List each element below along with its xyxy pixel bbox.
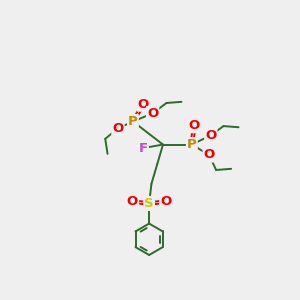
Text: O: O <box>189 119 200 132</box>
Text: O: O <box>147 107 158 120</box>
Text: P: P <box>128 115 138 128</box>
Text: S: S <box>144 197 154 210</box>
Text: O: O <box>138 98 149 111</box>
Text: O: O <box>160 195 171 208</box>
Text: O: O <box>112 122 124 135</box>
Text: O: O <box>205 129 216 142</box>
Text: O: O <box>204 148 215 161</box>
Text: O: O <box>127 195 138 208</box>
Text: P: P <box>187 138 197 151</box>
Text: F: F <box>139 142 148 154</box>
